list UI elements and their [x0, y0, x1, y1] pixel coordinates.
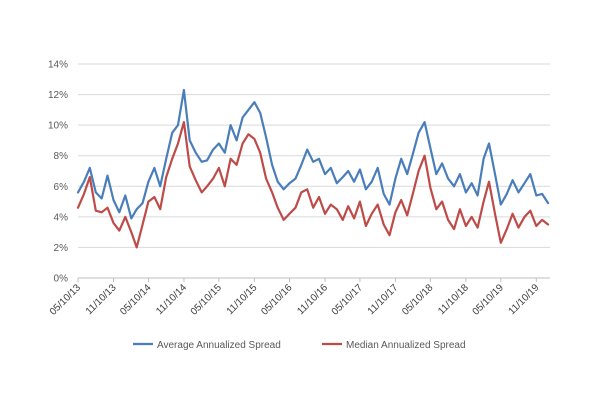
x-tick-label: 05/10/13 — [48, 282, 84, 318]
series-lines — [76, 88, 550, 249]
legend-label-median: Median Annualized Spread — [346, 340, 466, 351]
y-tick-label: 2% — [54, 243, 69, 254]
y-tick-label: 10% — [48, 121, 68, 132]
x-tick-label: 05/10/18 — [400, 282, 436, 318]
x-tick-label: 11/10/14 — [154, 282, 189, 317]
y-tick-label: 8% — [54, 151, 69, 162]
y-axis: 0% 2% 4% 6% 8% 10% 12% 14% — [48, 60, 68, 285]
gridlines — [78, 63, 550, 248]
y-tick-label: 14% — [48, 60, 68, 71]
x-tick-label: 05/10/19 — [471, 282, 507, 318]
x-tick-label: 05/10/17 — [330, 282, 366, 318]
x-tick-label: 11/10/15 — [225, 282, 260, 317]
x-tick-label: 05/10/15 — [189, 282, 225, 318]
x-tick-label: 11/10/16 — [295, 282, 330, 317]
x-tick-label: 11/10/13 — [84, 282, 119, 317]
legend: Average Annualized Spread Median Annuali… — [133, 340, 466, 351]
x-axis: 05/10/13 11/10/13 05/10/14 11/10/14 05/10/15… — [48, 278, 542, 318]
x-tick-label: 05/10/14 — [118, 282, 154, 318]
x-tick-label: 11/10/19 — [507, 282, 542, 317]
y-tick-label: 0% — [54, 274, 69, 285]
y-tick-label: 6% — [54, 182, 69, 193]
x-tick-label: 11/10/17 — [366, 282, 401, 317]
series-line-average — [76, 88, 550, 220]
series-line-median — [76, 120, 550, 249]
x-tick-label: 05/10/16 — [259, 282, 295, 318]
y-tick-label: 4% — [54, 212, 69, 223]
y-tick-label: 12% — [48, 90, 68, 101]
legend-label-average: Average Annualized Spread — [157, 340, 281, 351]
x-tick-label: 11/10/18 — [436, 282, 471, 317]
